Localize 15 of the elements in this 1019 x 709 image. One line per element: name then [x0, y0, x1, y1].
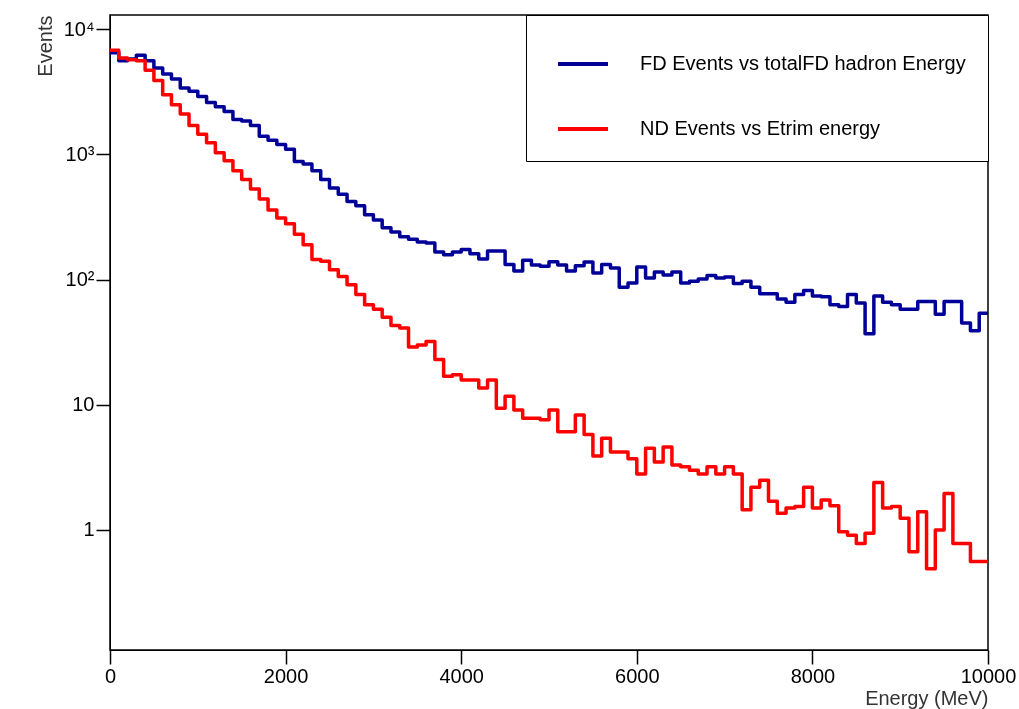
y-tick-label: 10³ — [65, 142, 95, 165]
legend-label: FD Events vs totalFD hadron Energy — [640, 52, 966, 74]
y-tick-label: 10² — [65, 268, 95, 291]
x-tick-label: 10000 — [960, 664, 1017, 687]
x-tick-label: 2000 — [263, 664, 309, 687]
y-axis-title: Events — [33, 15, 56, 77]
legend-label: ND Events vs Etrim energy — [640, 117, 881, 139]
x-tick-label: 0 — [104, 664, 117, 687]
y-tick-label: 1 — [83, 518, 95, 541]
x-tick-label: 8000 — [790, 664, 836, 687]
y-tick-label: 10 — [72, 393, 95, 416]
x-tick-label: 6000 — [615, 664, 660, 687]
x-axis-title: Energy (MeV) — [865, 686, 989, 709]
y-tick-label: 10⁴ — [63, 17, 95, 40]
x-tick-label: 4000 — [439, 664, 484, 687]
